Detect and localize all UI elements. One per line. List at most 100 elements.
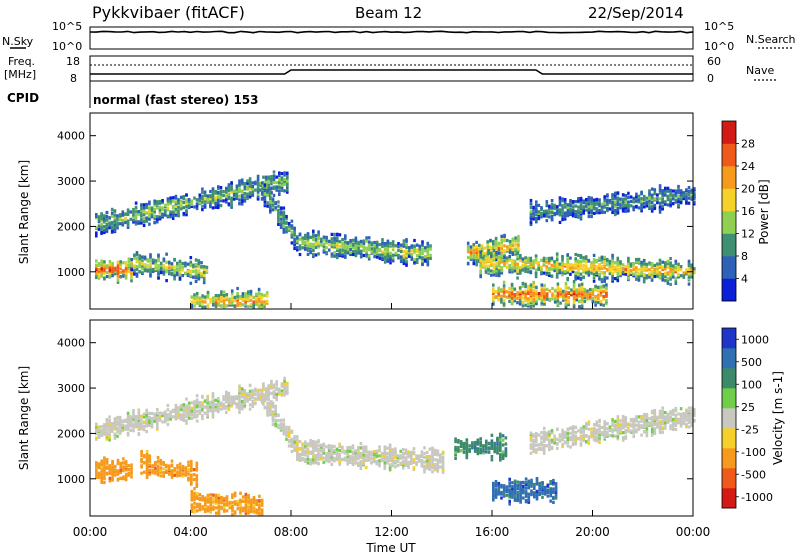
echo-cell-0-4	[330, 244, 334, 248]
echo-cell-0-7	[685, 272, 688, 276]
echo-cell-1-4	[285, 428, 288, 432]
echo-cell-1-6	[459, 449, 463, 453]
echo-cell-0-7	[524, 256, 527, 260]
echo-cell-1-0	[259, 392, 263, 396]
echo-cell-0-0	[217, 190, 220, 194]
echo-cell-0-7	[563, 263, 567, 267]
echo-cell-0-9	[664, 190, 667, 194]
echo-cell-0-8	[492, 289, 495, 294]
echo-cell-0-9	[635, 192, 638, 196]
echo-cell-1-5	[433, 448, 437, 452]
echo-cell-0-4	[344, 249, 347, 253]
echo-cell-1-5	[317, 447, 320, 452]
echo-cell-0-2	[194, 272, 198, 276]
echo-cell-0-0	[246, 184, 249, 188]
echo-cell-0-4	[375, 251, 379, 255]
echo-cell-0-7	[487, 249, 490, 253]
echo-cell-0-4	[314, 253, 318, 257]
echo-cell-0-8	[521, 281, 525, 285]
echo-cell-0-0	[243, 195, 247, 199]
echo-cell-0-9	[600, 210, 604, 214]
echo-cell-1-3	[193, 505, 196, 509]
echo-cell-1-3	[239, 511, 242, 515]
echo-cell-0-9	[619, 199, 622, 204]
echo-cell-0-7	[497, 274, 501, 278]
echo-cell-0-8	[518, 302, 522, 306]
echo-cell-1-5	[420, 450, 424, 454]
echo-cell-0-7	[487, 264, 490, 268]
echo-cell-0-0	[248, 195, 252, 199]
echo-cell-1-3	[212, 493, 215, 497]
echo-cell-0-9	[669, 193, 672, 197]
echo-cell-0-4	[341, 242, 344, 246]
echo-cell-0-0	[251, 193, 255, 197]
echo-cell-1-3	[244, 504, 248, 508]
echo-cell-1-5	[359, 454, 363, 458]
echo-cell-0-5	[241, 296, 245, 300]
echo-cell-0-8	[521, 300, 525, 304]
echo-cell-1-2	[167, 467, 171, 471]
echo-cell-1-5	[375, 462, 379, 466]
echo-cell-0-9	[537, 203, 541, 207]
echo-cell-0-9	[603, 195, 606, 199]
echo-cell-0-7	[508, 254, 511, 259]
echo-cell-0-0	[161, 212, 164, 216]
echo-cell-0-4	[296, 236, 299, 240]
echo-cell-0-8	[583, 287, 587, 291]
echo-cell-0-4	[410, 244, 414, 248]
echo-cell-0-7	[561, 258, 564, 262]
echo-cell-0-0	[219, 194, 223, 198]
echo-cell-1-1	[122, 457, 125, 461]
echo-cell-1-4	[287, 444, 291, 448]
echo-cell-0-5	[204, 300, 207, 304]
echo-cell-1-3	[217, 497, 221, 501]
echo-cell-0-9	[627, 196, 630, 200]
echo-cell-0-4	[309, 242, 312, 246]
echo-cell-0-0	[113, 213, 117, 217]
echo-cell-0-5	[214, 298, 218, 302]
echo-cell-1-0	[105, 418, 109, 422]
echo-cell-1-0	[108, 432, 111, 436]
echo-cell-1-0	[100, 425, 103, 429]
echo-cell-0-4	[341, 245, 344, 249]
echo-cell-0-9	[535, 203, 538, 207]
echo-cell-0-7	[671, 275, 675, 279]
echo-cell-0-4	[383, 242, 387, 246]
echo-cell-0-9	[679, 197, 683, 201]
echo-cell-1-5	[436, 453, 440, 457]
echo-cell-0-2	[149, 265, 152, 269]
echo-cell-0-4	[383, 260, 387, 264]
echo-cell-0-0	[283, 171, 286, 175]
echo-cell-0-4	[301, 246, 304, 250]
echo-cell-0-8	[500, 297, 503, 301]
echo-cell-1-0	[185, 419, 188, 423]
echo-cell-0-5	[217, 294, 220, 298]
echo-cell-0-4	[320, 237, 323, 241]
echo-cell-1-6	[465, 445, 469, 449]
echo-cell-1-0	[198, 401, 202, 405]
echo-cell-0-8	[605, 286, 608, 290]
echo-cell-0-1	[108, 265, 112, 269]
echo-cell-0-9	[561, 208, 564, 212]
echo-cell-0-7	[687, 263, 691, 267]
echo-cell-0-5	[244, 292, 247, 296]
echo-cell-1-5	[436, 449, 440, 453]
echo-cell-0-2	[141, 258, 144, 262]
echo-cell-1-4	[287, 425, 291, 430]
echo-cell-0-3	[285, 230, 288, 234]
echo-cell-0-6	[506, 238, 509, 243]
echo-cell-0-0	[145, 211, 148, 215]
echo-cell-1-5	[306, 457, 310, 461]
echo-cell-0-8	[513, 297, 517, 301]
echo-cell-0-4	[365, 246, 368, 250]
echo-cell-1-5	[441, 450, 445, 454]
echo-cell-0-9	[621, 207, 625, 211]
echo-cell-0-9	[690, 188, 693, 192]
echo-cell-0-2	[151, 267, 155, 272]
echo-cell-0-6	[469, 248, 473, 252]
echo-cell-0-0	[275, 188, 278, 192]
echo-cell-1-3	[193, 508, 196, 512]
echo-cell-0-5	[239, 302, 242, 306]
echo-cell-0-6	[489, 248, 492, 252]
echo-cell-0-7	[635, 268, 638, 272]
